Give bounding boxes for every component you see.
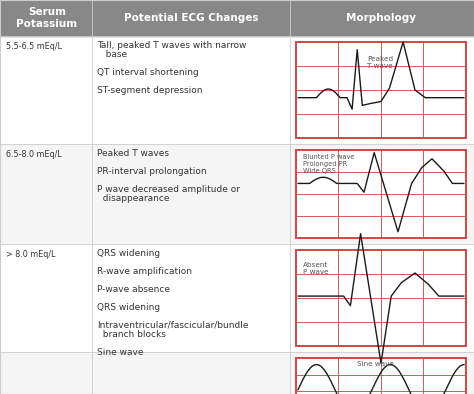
Bar (296, 358, 466, 394)
Text: QRS widening: QRS widening (97, 249, 160, 258)
Text: 6.5-8.0 mEq/L: 6.5-8.0 mEq/L (6, 150, 62, 159)
Text: Tall, peaked T waves with narrow: Tall, peaked T waves with narrow (97, 41, 246, 50)
Text: > 8.0 mEq/L: > 8.0 mEq/L (6, 250, 55, 259)
Text: Serum
Potassium: Serum Potassium (17, 7, 78, 29)
Bar (296, 250, 466, 346)
Text: branch blocks: branch blocks (97, 330, 166, 339)
Bar (296, 150, 466, 238)
Text: QT interval shortening: QT interval shortening (97, 68, 199, 77)
Bar (0, 244, 474, 352)
Text: Absent
P wave: Absent P wave (303, 262, 328, 275)
Bar (296, 42, 466, 138)
Text: PR-interval prolongation: PR-interval prolongation (97, 167, 207, 176)
Text: QRS widening: QRS widening (97, 303, 160, 312)
Text: P wave decreased amplitude or: P wave decreased amplitude or (97, 185, 240, 194)
Bar (296, 250, 466, 346)
Text: Potential ECG Changes: Potential ECG Changes (124, 13, 258, 23)
Bar (0, 0, 474, 36)
Text: R-wave amplification: R-wave amplification (97, 267, 192, 276)
Text: Sine wave: Sine wave (357, 361, 394, 367)
Text: 5.5-6.5 mEq/L: 5.5-6.5 mEq/L (6, 42, 62, 51)
Text: ST-segment depression: ST-segment depression (97, 86, 202, 95)
Text: Intraventricular/fascicular/bundle: Intraventricular/fascicular/bundle (97, 321, 248, 330)
Bar (0, 352, 474, 394)
Text: disappearance: disappearance (97, 194, 170, 203)
Bar (296, 150, 466, 238)
Text: Peaked T waves: Peaked T waves (97, 149, 169, 158)
Bar (296, 358, 466, 394)
Bar (296, 42, 466, 138)
Text: Morphology: Morphology (346, 13, 416, 23)
Text: Blunted P wave
Prolonged PR
Wide QRS: Blunted P wave Prolonged PR Wide QRS (303, 154, 354, 175)
Text: base: base (97, 50, 127, 59)
Text: P-wave absence: P-wave absence (97, 285, 170, 294)
Text: Peaked
T wave: Peaked T wave (367, 56, 393, 69)
Text: Sine wave: Sine wave (97, 348, 144, 357)
Bar (0, 144, 474, 244)
Bar (0, 36, 474, 144)
